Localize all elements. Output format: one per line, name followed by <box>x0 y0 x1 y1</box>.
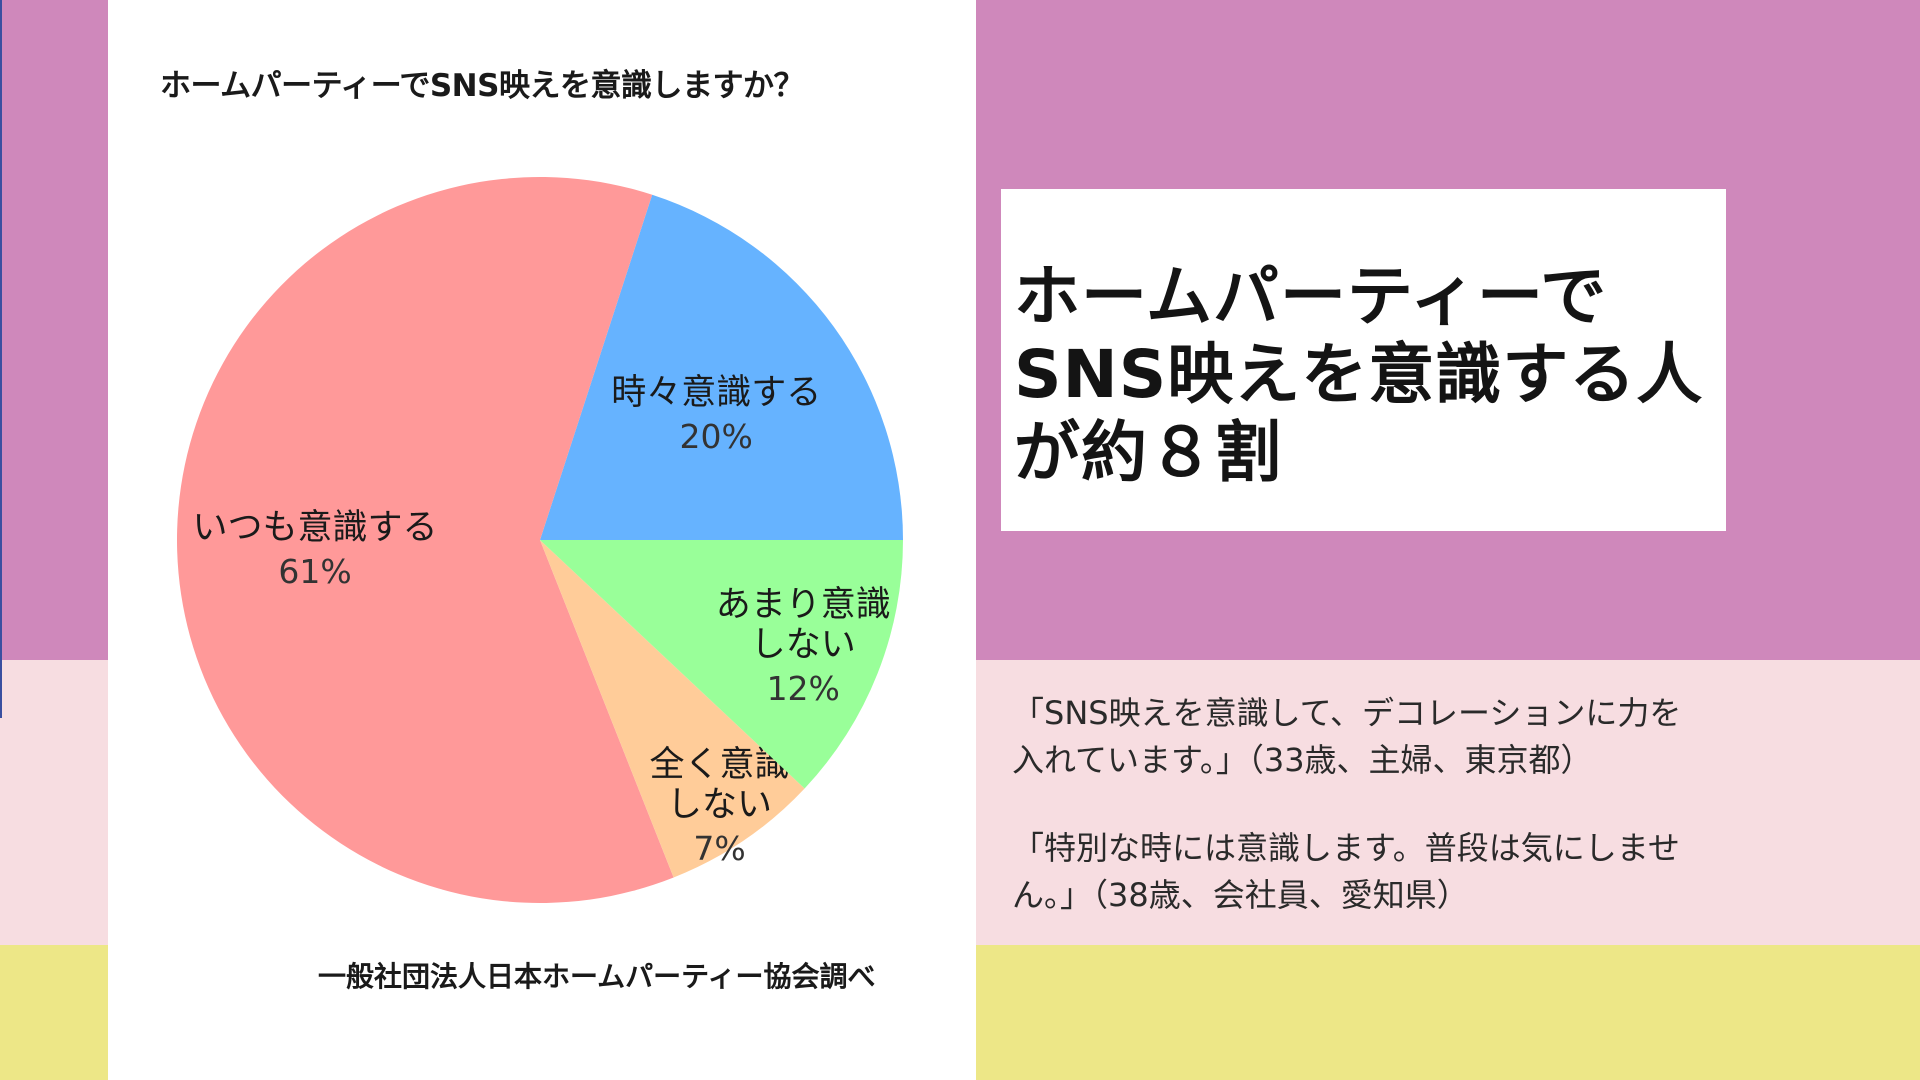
chart-panel: ホームパーティーでSNS映えを意識しますか？ 時々意識する 20% いつも意識する 6… <box>108 0 976 1080</box>
slice-label: いつも意識する <box>193 508 438 548</box>
pie-slice <box>540 540 903 789</box>
slice-percent-label: 7% <box>693 829 745 868</box>
left-edge-line <box>0 0 2 718</box>
headline-box: ホームパーティーで SNS映えを意識する人 が約８割 <box>1001 189 1726 531</box>
quote-1-line-2: 入れています。」（33歳、主婦、東京都） <box>1012 741 1593 779</box>
quote-2-line-2: ん。」（38歳、会社員、愛知県） <box>1012 876 1469 914</box>
slice-percent-label: 12% <box>767 669 840 708</box>
slice-label: しない <box>667 785 772 825</box>
chart-title: ホームパーティーでSNS映えを意識しますか？ <box>160 68 804 104</box>
quote-2: 「特別な時には意識します。普段は気にしませ ん。」（38歳、会社員、愛知県） <box>1012 825 1680 919</box>
pie-slice <box>540 540 805 878</box>
pie-slice <box>540 194 903 540</box>
quote-1-line-1: 「SNS映えを意識して、デコレーションに力を <box>1012 694 1682 732</box>
headline-line-2: SNS映えを意識する人 <box>1014 336 1704 413</box>
slice-label: 時々意識する <box>611 373 821 413</box>
quote-2-line-1: 「特別な時には意識します。普段は気にしませ <box>1012 829 1680 867</box>
slice-label: しない <box>751 625 856 665</box>
slice-percent-label: 61% <box>278 552 351 591</box>
slice-percent-label: 20% <box>680 417 753 456</box>
headline-line-3: が約８割 <box>1014 414 1282 491</box>
headline-line-1: ホームパーティーで <box>1014 258 1608 335</box>
slice-label: あまり意識 <box>716 585 891 625</box>
quote-1: 「SNS映えを意識して、デコレーションに力を 入れています。」（33歳、主婦、東… <box>1012 690 1681 784</box>
source-note: 一般社団法人日本ホームパーティー協会調べ <box>318 960 876 993</box>
pie-slice <box>177 177 674 903</box>
